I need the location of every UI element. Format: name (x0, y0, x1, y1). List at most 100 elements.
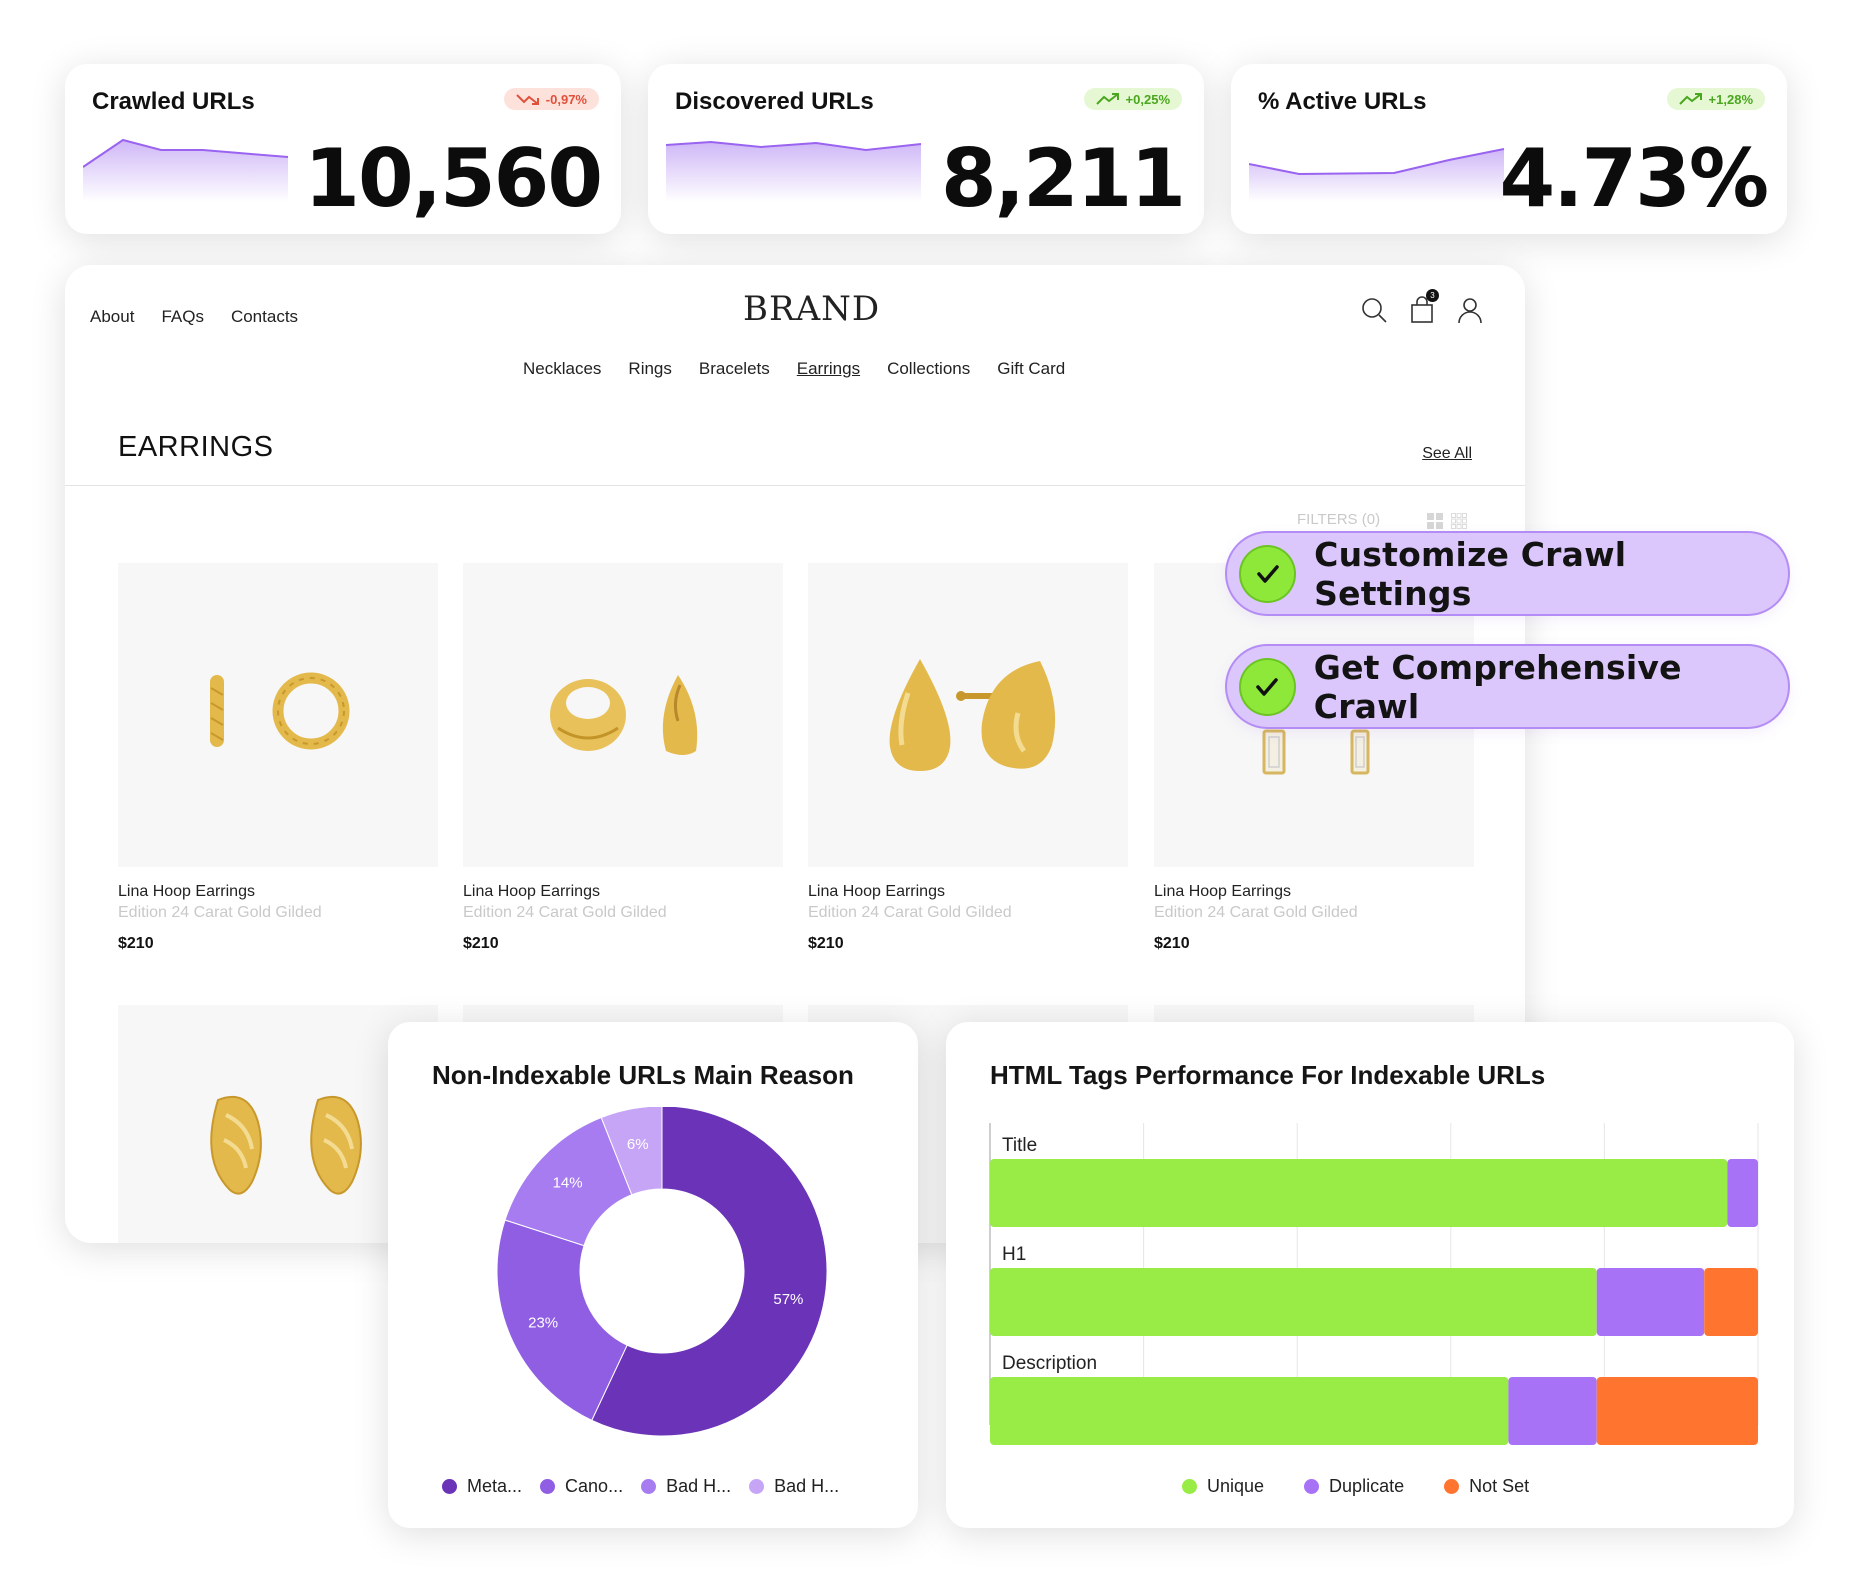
trend-badge-value: +0,25% (1125, 91, 1170, 107)
divider (65, 485, 1525, 486)
brand-logo[interactable]: BRAND (743, 289, 881, 329)
donut-slice[interactable] (591, 1107, 828, 1437)
legend-dot (749, 1479, 765, 1494)
product-subtitle: Edition 24 Carat Gold Gilded (1154, 904, 1358, 921)
slice-label: 6% (627, 1136, 649, 1153)
legend-dot (540, 1479, 556, 1494)
nav-rings[interactable]: Rings (628, 359, 672, 378)
earring-image (550, 675, 698, 755)
bar-segment[interactable] (990, 1377, 1509, 1445)
product-card[interactable]: Lina Hoop Earrings Edition 24 Carat Gold… (1154, 563, 1474, 953)
trend-badge-value: -0,97% (545, 91, 587, 107)
bar-chart-card: HTML Tags Performance For Indexable URLs… (946, 1022, 1794, 1528)
legend-label: Cano... (565, 1476, 624, 1496)
header-icons: 3 (1359, 289, 1485, 325)
main-nav: Necklaces Rings Bracelets Earrings Colle… (523, 359, 1065, 379)
legend-label: Unique (1207, 1476, 1265, 1496)
product-price: $210 (118, 935, 154, 952)
legend-dot (1304, 1479, 1320, 1494)
product-card[interactable]: Lina Hoop Earrings Edition 24 Carat Gold… (118, 563, 438, 953)
feature-pill-comprehensive: Get Comprehensive Crawl (1225, 644, 1790, 729)
bar-segment[interactable] (1596, 1377, 1758, 1445)
earring-image (210, 672, 350, 750)
kpi-title: Crawled URLs (92, 88, 255, 115)
product-subtitle: Edition 24 Carat Gold Gilded (118, 904, 322, 921)
link-about[interactable]: About (90, 307, 135, 326)
kpi-card-discovered: Discovered URLs +0,25% 8,211 (648, 64, 1204, 234)
list-view-icon[interactable] (1451, 513, 1467, 529)
nav-earrings[interactable]: Earrings (796, 359, 861, 378)
section-title: EARRINGS (118, 431, 274, 463)
bar-segment[interactable] (1704, 1268, 1758, 1336)
product-image[interactable] (463, 563, 783, 867)
link-contacts[interactable]: Contacts (230, 307, 299, 326)
product-name[interactable]: Lina Hoop Earrings (118, 883, 255, 900)
nav-gift-card[interactable]: Gift Card (997, 359, 1066, 378)
legend-dot (1182, 1479, 1197, 1494)
slice-label: 57% (773, 1291, 803, 1308)
filters-button[interactable]: FILTERS (0) (1297, 511, 1381, 528)
product-name[interactable]: Lina Hoop Earrings (808, 883, 945, 900)
legend-dot (442, 1479, 457, 1494)
product-image[interactable] (118, 563, 438, 867)
legend-label: Not Set (1469, 1476, 1530, 1496)
user-icon[interactable] (1455, 295, 1485, 325)
sparkline (1249, 148, 1505, 202)
donut-chart-card: Non-Indexable URLs Main Reason 57% 23% 14%… (388, 1022, 918, 1528)
sparkline (666, 140, 922, 202)
product-name[interactable]: Lina Hoop Earrings (1154, 883, 1291, 900)
bar-segment[interactable] (1727, 1159, 1758, 1227)
kpi-title: % Active URLs (1258, 88, 1427, 115)
nav-collections[interactable]: Collections (887, 359, 971, 378)
bar-segment[interactable] (990, 1159, 1728, 1227)
legend-dot (1444, 1479, 1460, 1494)
product-subtitle: Edition 24 Carat Gold Gilded (808, 904, 1012, 921)
product-card[interactable]: Lina Hoop Earrings Edition 24 Carat Gold… (463, 563, 783, 953)
legend-item: Meta... (442, 1476, 522, 1497)
check-icon (1239, 544, 1297, 603)
trend-up-icon (1095, 93, 1119, 105)
legend-label: Duplicate (1329, 1476, 1405, 1496)
bar-segment[interactable] (990, 1268, 1597, 1336)
sparkline (83, 138, 289, 202)
donut-slice[interactable] (496, 1219, 628, 1421)
cart-icon[interactable]: 3 (1407, 289, 1439, 325)
product-image[interactable] (808, 563, 1128, 867)
check-icon (1239, 657, 1296, 716)
bar-segment[interactable] (1508, 1377, 1597, 1445)
bar-category-label: Description (1002, 1353, 1097, 1374)
nav-bracelets[interactable]: Bracelets (698, 359, 770, 378)
legend-label: Bad H... (666, 1476, 732, 1496)
legend-label: Meta... (467, 1476, 523, 1496)
legend-item: Cano... (540, 1476, 623, 1497)
bar-category-label: Title (1002, 1135, 1037, 1156)
product-subtitle: Edition 24 Carat Gold Gilded (463, 904, 667, 921)
bar-category-label: H1 (1002, 1244, 1026, 1265)
trend-badge: +0,25% (1083, 88, 1182, 110)
product-image[interactable] (118, 1005, 438, 1243)
trend-up-icon (1678, 93, 1702, 105)
trend-down-icon (516, 94, 539, 105)
chart-title: HTML Tags Performance For Indexable URLs (990, 1060, 1546, 1090)
product-name[interactable]: Lina Hoop Earrings (463, 883, 600, 900)
legend-dot (641, 1479, 657, 1494)
feature-pill-label: Customize Crawl Settings (1314, 534, 1627, 613)
bar-legend: Unique Duplicate Not Set (1182, 1476, 1529, 1497)
bar-segment[interactable] (1596, 1268, 1705, 1336)
product-card[interactable]: Lina Hoop Earrings Edition 24 Carat Gold… (808, 563, 1128, 953)
legend-item: Not Set (1444, 1476, 1529, 1497)
nav-necklaces[interactable]: Necklaces (523, 359, 602, 378)
link-faqs[interactable]: FAQs (161, 307, 204, 326)
slice-label: 23% (528, 1314, 558, 1331)
legend-item: Duplicate (1304, 1476, 1404, 1497)
grid-view-icon[interactable] (1427, 513, 1443, 529)
donut-legend: Meta... Cano... Bad H... Bad H... (442, 1476, 839, 1497)
see-all-link[interactable]: See All (1422, 445, 1472, 462)
donut-slice[interactable] (600, 1107, 663, 1196)
view-toggle (1427, 513, 1467, 529)
earring-image (889, 659, 1056, 771)
search-icon[interactable] (1359, 295, 1389, 325)
product-price: $210 (463, 935, 499, 952)
trend-badge: -0,97% (503, 88, 599, 110)
chart-title: Non-Indexable URLs Main Reason (432, 1060, 854, 1090)
